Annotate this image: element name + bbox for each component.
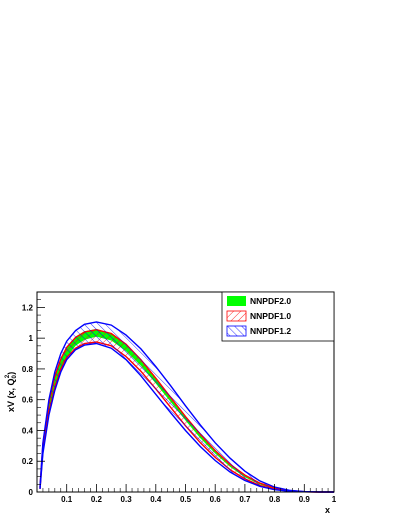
x-tick-label: 0.7 [239, 495, 251, 504]
x-tick-label: 0.3 [121, 495, 133, 504]
y-tick-label: 1 [29, 334, 34, 343]
y-tick-label: 0.2 [22, 457, 34, 466]
upper-edge-nnpdf1-2 [39, 321, 335, 493]
x-tick-label: 0.1 [61, 495, 73, 504]
x-tick-label: 0.9 [299, 495, 311, 504]
x-tick-label: 1 [332, 495, 337, 504]
y-tick-label: 0 [29, 488, 34, 497]
x-tick-label: 0.4 [150, 495, 162, 504]
y-tick-label: 0.4 [22, 426, 34, 435]
y-axis-title-main: xV (x, Q [6, 378, 16, 412]
y-tick-label: 1.2 [22, 303, 34, 312]
x-tick-label: 0.8 [269, 495, 281, 504]
legend-swatch-nnpdf2-0 [227, 296, 246, 306]
y-tick-label: 0.8 [22, 365, 34, 374]
x-tick-label: 0.6 [210, 495, 222, 504]
legend-label-nnpdf1-0: NNPDF1.0 [250, 311, 291, 321]
y-axis-title-tail: ) [6, 372, 16, 375]
y-axis: 0 0.2 0.4 0.6 0.8 1 1.2 [22, 299, 45, 497]
y-tick-label: 0.6 [22, 396, 34, 405]
x-tick-label: 0.2 [91, 495, 103, 504]
y-axis-title-sub: 0 [12, 374, 18, 378]
x-tick-label: 0.5 [180, 495, 192, 504]
y-axis-title: xV (x, Q02) [5, 372, 18, 412]
series-bands [39, 321, 335, 493]
legend-label-nnpdf2-0: NNPDF2.0 [250, 296, 291, 306]
x-axis: 0.1 0.2 0.3 0.4 0.5 0.6 0.7 0.8 0.9 1 [42, 484, 337, 504]
series-nnpdf1-2 [39, 321, 335, 493]
y-axis-title-sup: 2 [5, 374, 11, 378]
legend-swatch-nnpdf1-0 [226, 310, 247, 322]
legend: NNPDF2.0 NNPDF1.0 NNPDF1.2 [221, 291, 335, 342]
legend-entries: NNPDF2.0 NNPDF1.0 NNPDF1.2 [226, 296, 291, 337]
x-axis-title: x [325, 505, 330, 515]
legend-swatch-nnpdf1-2 [226, 325, 247, 337]
legend-label-nnpdf1-2: NNPDF1.2 [250, 326, 291, 336]
